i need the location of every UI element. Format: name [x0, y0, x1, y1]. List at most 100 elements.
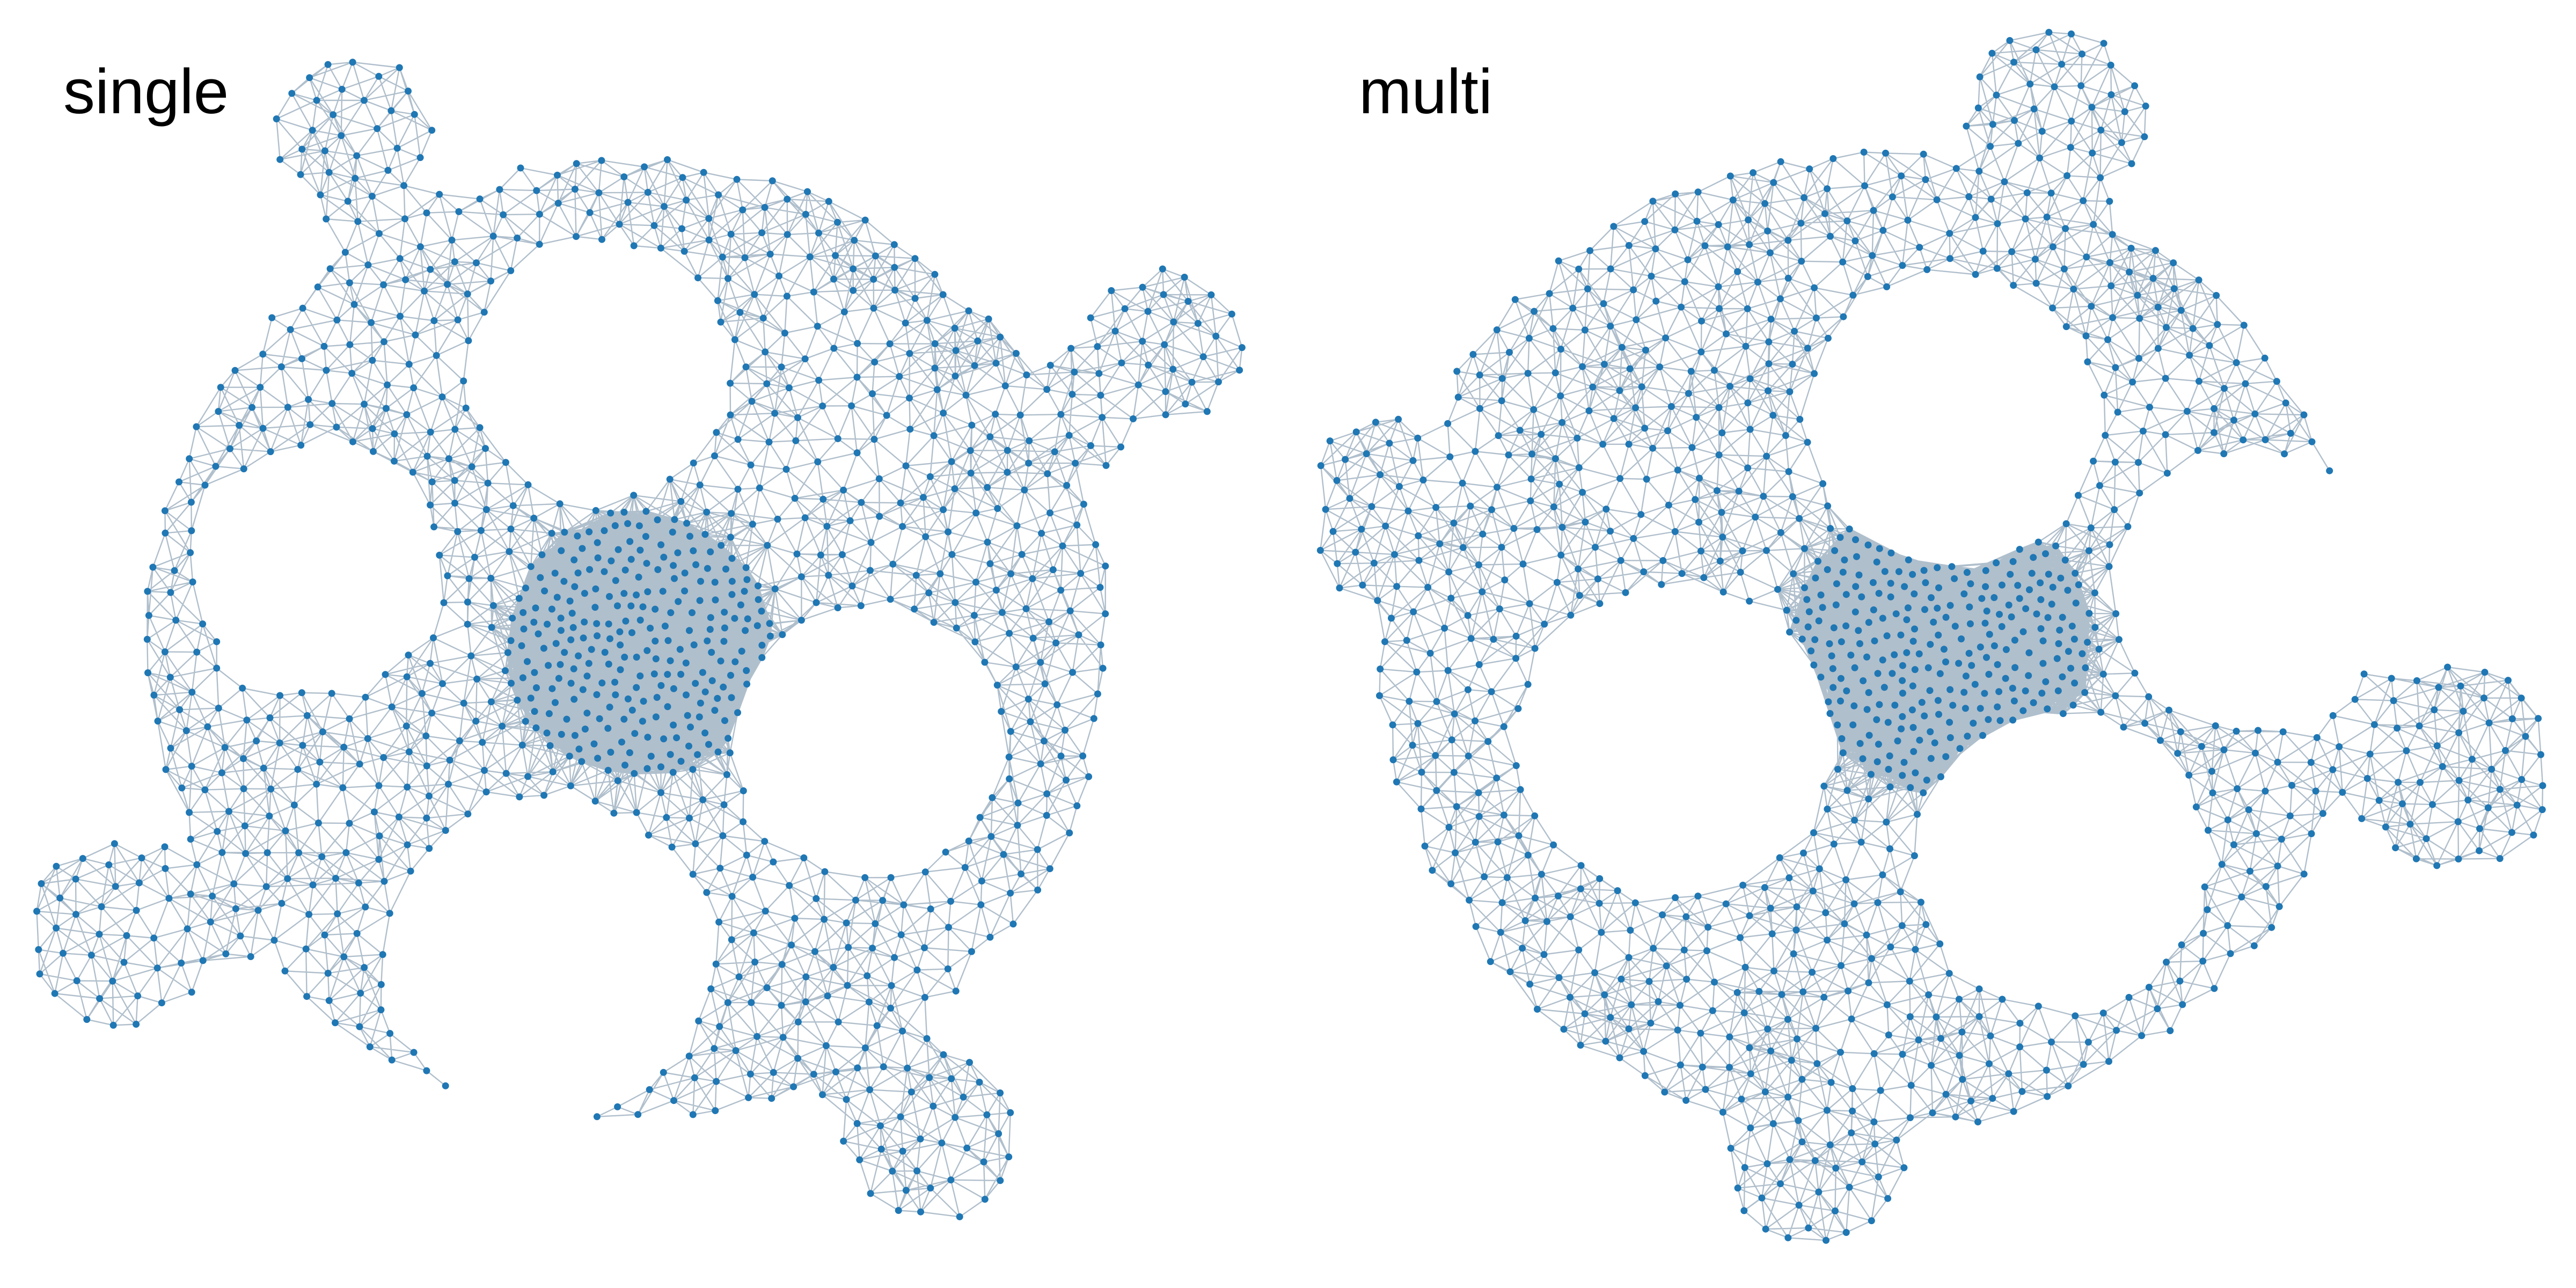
graph-node [1899, 262, 1906, 269]
graph-node [940, 409, 947, 417]
graph-node [193, 423, 200, 430]
graph-node [1865, 619, 1872, 626]
graph-node [1797, 219, 1805, 227]
graph-node [397, 312, 404, 320]
graph-node [1601, 991, 1608, 999]
graph-node [925, 589, 933, 597]
graph-node [1922, 921, 1930, 928]
graph-node [473, 259, 480, 267]
graph-node [1618, 343, 1626, 351]
graph-node [821, 868, 829, 875]
graph-node [462, 404, 470, 412]
graph-node [869, 945, 876, 952]
graph-node [375, 782, 383, 789]
graph-node [986, 433, 994, 441]
graph-node [720, 638, 728, 645]
graph-node [636, 546, 644, 554]
graph-node [1701, 242, 1709, 250]
graph-node [2201, 883, 2208, 891]
graph-node [650, 222, 658, 229]
graph-node [902, 462, 910, 470]
graph-node [1444, 420, 1452, 427]
graph-node [825, 572, 832, 579]
graph-node [2135, 459, 2142, 466]
graph-node [361, 400, 368, 408]
graph-node [1860, 149, 1868, 156]
graph-node [717, 318, 724, 326]
graph-node [541, 587, 548, 595]
graph-node [1778, 991, 1785, 998]
graph-node [2097, 126, 2105, 134]
graph-node [948, 1075, 955, 1082]
graph-node [1029, 634, 1037, 642]
graph-node [942, 848, 949, 856]
graph-node [654, 516, 661, 524]
graph-node [189, 578, 196, 586]
graph-node [677, 758, 685, 765]
graph-node [876, 513, 883, 520]
graph-node [1723, 330, 1730, 338]
graph-node [2242, 380, 2249, 387]
graph-node [2221, 385, 2228, 392]
graph-node [1774, 586, 1781, 593]
graph-node [614, 1103, 621, 1110]
graph-node [987, 833, 995, 840]
graph-node [1586, 247, 1594, 254]
graph-node [636, 672, 644, 679]
graph-node [549, 768, 557, 775]
graph-node [2351, 696, 2359, 703]
graph-node [1682, 913, 1690, 920]
graph-node [2142, 103, 2149, 110]
graph-node [1432, 504, 1440, 511]
graph-node [810, 1071, 817, 1078]
graph-node [714, 297, 721, 304]
graph-node [1850, 900, 1858, 908]
graph-node [1662, 334, 1670, 342]
graph-node [921, 994, 928, 1001]
graph-node [1933, 1013, 1940, 1021]
graph-node [339, 784, 347, 792]
graph-node [1815, 617, 1823, 625]
graph-node [2090, 457, 2097, 465]
graph-node [2329, 712, 2337, 719]
graph-node [1041, 680, 1049, 687]
graph-node [1475, 561, 1482, 568]
graph-node [857, 602, 865, 610]
graph-node [209, 892, 216, 900]
graph-node [1577, 885, 1584, 892]
graph-node [1876, 545, 1883, 552]
graph-node [1576, 592, 1583, 599]
graph-node [694, 274, 701, 282]
graph-node [866, 1086, 874, 1093]
graph-node [703, 508, 711, 516]
graph-node [573, 160, 580, 167]
graph-node [1663, 962, 1670, 970]
graph-node [2107, 282, 2115, 290]
graph-node [2538, 806, 2546, 814]
graph-node [1776, 295, 1784, 303]
graph-node [1903, 616, 1911, 624]
graph-node [149, 564, 157, 571]
graph-node [1889, 670, 1896, 677]
graph-node [2011, 664, 2019, 671]
graph-node [1826, 232, 1834, 240]
graph-node [518, 642, 525, 649]
graph-node [162, 865, 169, 872]
graph-node [690, 547, 697, 554]
graph-node [2439, 763, 2446, 770]
graph-node [985, 315, 992, 323]
graph-node [1742, 342, 1750, 350]
graph-node [963, 1144, 971, 1152]
graph-node [1037, 658, 1044, 666]
graph-node [1811, 284, 1818, 291]
graph-node [2096, 482, 2103, 489]
graph-node [2496, 786, 2504, 793]
graph-node [2067, 664, 2074, 672]
graph-node [1942, 1091, 1950, 1098]
graph-node [314, 283, 321, 291]
graph-node [1922, 176, 1929, 184]
graph-node [1493, 326, 1501, 334]
graph-node [1377, 471, 1384, 478]
graph-node [1199, 353, 1207, 361]
graph-node [2002, 675, 2009, 682]
